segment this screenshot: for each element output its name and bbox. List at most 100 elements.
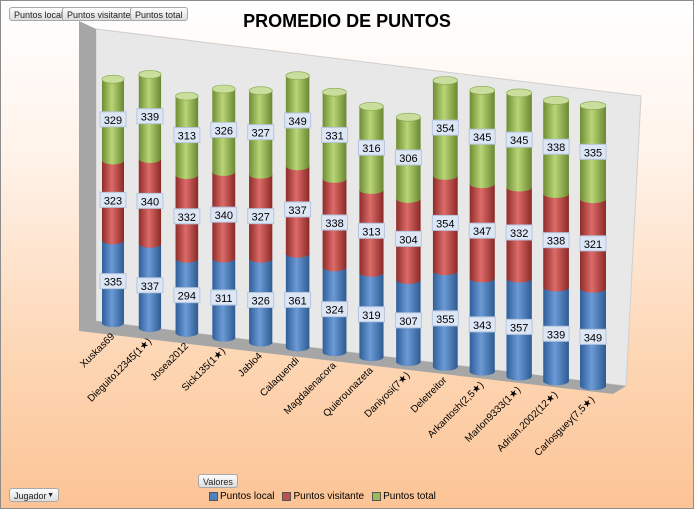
data-label-box xyxy=(99,273,127,290)
data-label: 323 xyxy=(104,195,122,207)
data-label: 338 xyxy=(547,142,565,154)
bar-segment-bottom xyxy=(322,174,347,183)
bar-segment-bottom xyxy=(543,189,569,198)
data-label: 307 xyxy=(399,316,417,328)
data-label-box xyxy=(210,289,238,306)
data-label: 337 xyxy=(288,205,306,217)
bar-segment-bottom xyxy=(432,171,458,180)
data-label-box xyxy=(284,112,312,129)
data-label: 329 xyxy=(104,115,122,127)
data-label: 340 xyxy=(141,196,159,208)
bar-top xyxy=(359,102,384,111)
data-label: 324 xyxy=(325,305,343,317)
bar-segment-bottom xyxy=(580,195,606,204)
data-label-box xyxy=(468,316,496,333)
bar-stack: 361 337 349 xyxy=(284,71,312,352)
bar-top xyxy=(322,87,347,97)
data-label-box xyxy=(505,318,533,335)
bar-stack: 311 340 326 xyxy=(210,84,238,342)
data-label-box xyxy=(247,292,275,309)
data-label-box xyxy=(357,139,385,156)
x-tick-label: Deletreitor xyxy=(409,374,450,415)
bar-segment-bottom xyxy=(580,382,606,390)
data-label: 313 xyxy=(178,131,196,143)
bar-segment-bottom xyxy=(396,194,421,203)
bar-stack: 294 332 313 xyxy=(173,91,201,337)
bar-segment-bottom xyxy=(249,254,273,263)
data-label-box xyxy=(321,301,349,318)
data-label-box xyxy=(321,214,349,231)
data-label-box xyxy=(542,138,570,155)
bar-segment-bottom xyxy=(432,267,458,276)
data-label: 326 xyxy=(215,125,233,137)
data-label: 332 xyxy=(510,228,528,240)
bar-stack: 326 327 327 xyxy=(247,86,275,347)
data-label-box xyxy=(284,291,312,308)
data-label-box xyxy=(284,201,312,218)
bar-segment-bottom xyxy=(175,328,199,337)
data-label: 311 xyxy=(215,293,233,305)
filter-button-puntos-total[interactable]: Puntos total xyxy=(130,7,188,21)
data-label-box xyxy=(394,149,422,166)
bar-segment-bottom xyxy=(580,284,606,293)
bar-segment-bottom xyxy=(359,185,384,194)
bar-segment-bottom xyxy=(138,154,162,163)
bar-top xyxy=(432,76,458,85)
chart-title: PROMEDIO DE PUNTOS xyxy=(243,11,451,31)
bar-segment-bottom xyxy=(212,167,236,176)
values-field-button[interactable]: Valores xyxy=(198,474,238,488)
data-label-box xyxy=(99,111,127,128)
legend-label: Puntos local xyxy=(220,491,275,502)
data-label: 339 xyxy=(141,112,159,124)
legend: Puntos local Puntos visitante Puntos tot… xyxy=(209,491,436,502)
data-label: 327 xyxy=(252,128,270,140)
bar-segment-bottom xyxy=(249,170,273,179)
bar-segment-bottom xyxy=(506,183,532,192)
data-label: 345 xyxy=(510,135,528,147)
bar-stack: 319 313 316 xyxy=(357,102,385,361)
data-label-box xyxy=(542,232,570,249)
side-wall xyxy=(79,21,96,331)
legend-label: Puntos total xyxy=(383,491,436,502)
legend-swatch xyxy=(372,491,382,501)
data-label-box xyxy=(99,191,127,208)
bar-segment-bottom xyxy=(469,180,495,189)
data-label: 349 xyxy=(288,116,306,128)
data-label: 321 xyxy=(584,239,602,251)
chevron-down-icon: ▼ xyxy=(47,492,54,499)
bar-stack: 355 354 354 xyxy=(431,76,459,371)
bar-segment-bottom xyxy=(469,274,495,283)
data-label-box xyxy=(357,222,385,239)
bar-stack: 349 321 335 xyxy=(579,101,607,390)
data-label-box xyxy=(210,121,238,138)
bar-top xyxy=(138,70,162,79)
bar-segment-bottom xyxy=(359,352,384,361)
bar-stack: 324 338 331 xyxy=(321,87,349,357)
data-label-box xyxy=(173,127,201,144)
bar-segment-bottom xyxy=(138,239,162,248)
data-label-box xyxy=(394,230,422,247)
bar-segment-bottom xyxy=(285,249,310,258)
bar-segment-bottom xyxy=(175,254,199,263)
legend-item-visitante: Puntos visitante xyxy=(282,491,364,502)
x-tick-label: Calaquendi xyxy=(258,356,302,400)
data-label: 306 xyxy=(399,153,417,165)
bar-segment-bottom xyxy=(322,348,347,357)
bar-segment-bottom xyxy=(432,362,458,371)
data-label: 355 xyxy=(436,314,454,326)
legend-item-local: Puntos local xyxy=(209,491,274,502)
bar-segment-bottom xyxy=(102,236,124,245)
bar-top xyxy=(579,101,607,110)
bar-top xyxy=(101,74,125,84)
bar-segment-bottom xyxy=(138,323,162,332)
jugador-field-button[interactable]: Jugador ▼ xyxy=(9,488,59,502)
data-label: 347 xyxy=(473,226,491,238)
x-tick-label: Josea2012 xyxy=(149,341,192,384)
data-label: 332 xyxy=(178,212,196,224)
bar-segment-bottom xyxy=(285,162,310,171)
data-label: 354 xyxy=(436,218,454,230)
legend-swatch xyxy=(209,491,218,501)
data-label-box xyxy=(468,128,496,145)
bar-segment-bottom xyxy=(469,367,495,376)
bar-stack: 339 338 338 xyxy=(542,96,570,386)
